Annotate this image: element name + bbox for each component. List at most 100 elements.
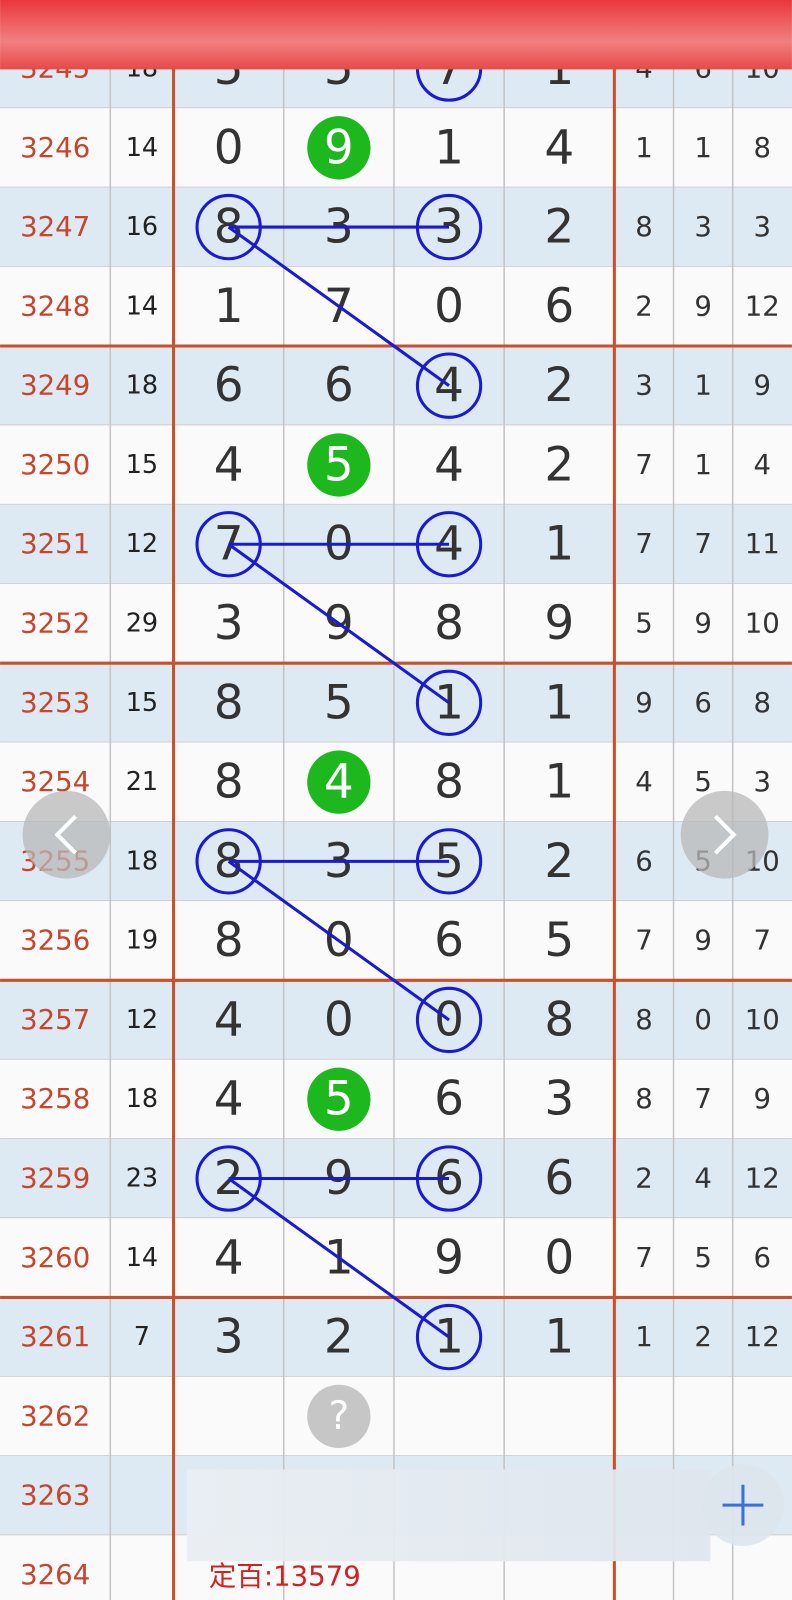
stat: 9 <box>694 608 712 640</box>
link-line <box>227 225 450 387</box>
stat: 8 <box>635 1004 653 1036</box>
stat: 2 <box>635 1163 653 1195</box>
digit: 6 <box>434 1072 464 1127</box>
digit: 6 <box>324 358 354 413</box>
digit: 1 <box>544 755 574 810</box>
digit: 9 <box>324 120 354 175</box>
ring <box>415 1303 483 1371</box>
period: 3258 <box>20 1083 90 1115</box>
period: 3261 <box>20 1321 90 1353</box>
stat: 0 <box>694 1004 712 1036</box>
ring <box>415 1145 483 1212</box>
digit: 0 <box>434 279 464 334</box>
digit: 2 <box>324 1310 354 1365</box>
period: 3257 <box>20 1004 90 1036</box>
digit: 8 <box>544 992 574 1047</box>
digit: 8 <box>434 755 464 810</box>
link-line <box>227 860 450 1022</box>
stat: 11 <box>745 528 780 560</box>
stat: 12 <box>745 290 780 322</box>
stat: 6 <box>694 687 712 719</box>
digit: 5 <box>324 1072 354 1127</box>
next-button[interactable] <box>680 790 769 879</box>
period: 3253 <box>20 687 90 719</box>
ring <box>195 1145 262 1212</box>
digit: 9 <box>434 1230 464 1285</box>
digit: 1 <box>214 279 244 334</box>
row-bg <box>0 901 792 981</box>
stat: 8 <box>754 687 772 719</box>
digit: 8 <box>214 675 244 730</box>
stat: 7 <box>754 925 772 957</box>
row-bg <box>0 266 792 347</box>
digit: 2 <box>544 200 574 255</box>
ad-overlay <box>186 1469 711 1562</box>
row-bg <box>0 425 792 505</box>
add-icon <box>722 1484 764 1526</box>
note: 定百:13579 <box>209 1561 361 1593</box>
digit: 4 <box>544 120 574 175</box>
sum: 21 <box>126 767 158 797</box>
ring <box>415 828 483 895</box>
digit: 8 <box>214 913 244 968</box>
ring <box>415 986 483 1054</box>
stat: 6 <box>754 1242 772 1274</box>
sum: 12 <box>126 1005 158 1035</box>
stat: 4 <box>754 449 772 481</box>
stat: 9 <box>694 290 712 322</box>
stat: 4 <box>694 1163 712 1195</box>
period: 3248 <box>20 290 90 322</box>
digit: 1 <box>544 517 574 572</box>
sum: 16 <box>126 212 158 242</box>
row-bg <box>0 1297 792 1377</box>
digit: 1 <box>544 1310 574 1365</box>
green-ball <box>307 1067 371 1131</box>
sum: 7 <box>134 1322 150 1352</box>
green-ball <box>307 750 371 814</box>
stat: 7 <box>694 1083 712 1115</box>
digit: 2 <box>544 834 574 889</box>
digit: 0 <box>214 120 244 175</box>
stat: 12 <box>745 1321 780 1353</box>
stat: 4 <box>635 766 653 798</box>
period: 3256 <box>20 925 90 957</box>
digit: 6 <box>434 913 464 968</box>
stat: 9 <box>754 1083 772 1115</box>
green-ball <box>307 433 371 497</box>
stat: 1 <box>694 132 712 164</box>
ring <box>195 511 262 578</box>
green-ball <box>307 116 371 180</box>
stat: 9 <box>694 925 712 957</box>
sum: 18 <box>126 371 158 401</box>
stat: 1 <box>635 132 653 164</box>
next-icon <box>713 814 737 855</box>
row-bg <box>0 108 792 188</box>
sum: 18 <box>126 1084 158 1114</box>
digit: 8 <box>214 755 244 810</box>
stat: 9 <box>635 687 653 719</box>
sum: 15 <box>126 688 158 718</box>
sum: 14 <box>126 291 158 321</box>
ring <box>415 511 483 578</box>
stat: 7 <box>694 528 712 560</box>
stat: 12 <box>745 1163 780 1195</box>
stat: 5 <box>694 766 712 798</box>
digit: 2 <box>544 358 574 413</box>
row-bg <box>0 1059 792 1139</box>
digit: 5 <box>324 675 354 730</box>
ring <box>415 669 483 736</box>
sum: 12 <box>126 529 158 559</box>
sum: 23 <box>126 1164 158 1194</box>
prev-button[interactable] <box>22 790 111 879</box>
stat: 7 <box>635 528 653 560</box>
digit: 1 <box>544 675 574 730</box>
stat: 10 <box>745 1004 780 1036</box>
stat: 1 <box>694 449 712 481</box>
stat: 2 <box>635 290 653 322</box>
period: 3259 <box>20 1163 90 1195</box>
sum: 18 <box>126 846 158 876</box>
digit: 1 <box>434 1310 464 1365</box>
row-bg <box>0 1218 792 1298</box>
digit: 0 <box>324 992 354 1047</box>
period: 3262 <box>20 1400 90 1432</box>
